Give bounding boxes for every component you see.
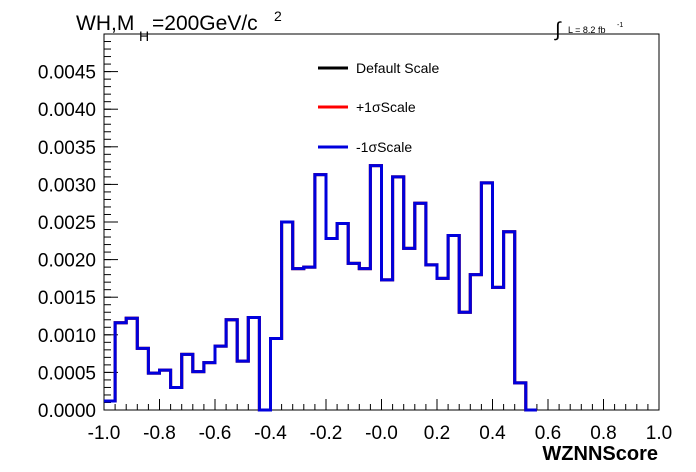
y-axis: 0.0000 0.0005 0.0010 0.0015 0.0020 0.0025 0.00… [38, 33, 118, 422]
y-tick-label: 0.0025 [38, 213, 96, 234]
x-tick-label: 0.2 [424, 423, 450, 444]
title-main: WH,M [76, 12, 134, 35]
series-line-1 [104, 164, 537, 412]
legend-entry-label: +1σScale [356, 99, 416, 115]
chart-title: WH,M H =200GeV/c 2 [76, 8, 282, 44]
lumi-text: L = 8.2 fb [568, 25, 605, 35]
x-tick-label: 0.8 [590, 423, 616, 444]
x-tick-label: -0.6 [199, 423, 232, 444]
series-line-2 [104, 164, 537, 412]
y-tick-label: 0.0045 [38, 63, 96, 84]
y-tick-label: 0.0015 [38, 288, 96, 309]
x-tick-label: -0.0 [365, 423, 398, 444]
title-superscript: 2 [274, 8, 282, 24]
x-tick-label: -0.2 [310, 423, 343, 444]
y-tick-label: 0.0010 [38, 326, 96, 347]
y-tick-label: 0.0030 [38, 175, 96, 196]
series-line-0 [104, 164, 537, 412]
lumi-integral-symbol: ∫ [554, 19, 562, 41]
y-tick-label: 0.0020 [38, 251, 96, 272]
luminosity-label: ∫ L = 8.2 fb -1 [554, 19, 623, 41]
x-axis: -1.0 -0.8 -0.6 -0.4 -0.2 -0.0 0.2 0.4 0.6 0.8 1.0 [88, 399, 672, 444]
y-tick-label: 0.0035 [38, 138, 96, 159]
x-tick-label: 0.6 [535, 423, 561, 444]
y-tick-label: 0.0005 [38, 363, 96, 384]
legend-entry-label: Default Scale [356, 60, 439, 76]
x-tick-label: -0.4 [254, 423, 287, 444]
legend: Default Scale +1σScale -1σScale [318, 60, 439, 155]
series-layer [104, 164, 537, 412]
lumi-superscript: -1 [617, 22, 623, 29]
x-tick-label: -1.0 [88, 423, 121, 444]
legend-entry-label: -1σScale [356, 139, 412, 155]
y-tick-label: 0.0000 [38, 401, 96, 422]
x-tick-label: 1.0 [646, 423, 672, 444]
title-rest: =200GeV/c [152, 12, 258, 35]
x-tick-label: 0.4 [479, 423, 506, 444]
x-axis-label: WZNNScore [542, 443, 658, 465]
y-tick-label: 0.0040 [38, 100, 96, 121]
x-tick-label: -0.8 [143, 423, 176, 444]
title-subscript: H [139, 28, 149, 44]
